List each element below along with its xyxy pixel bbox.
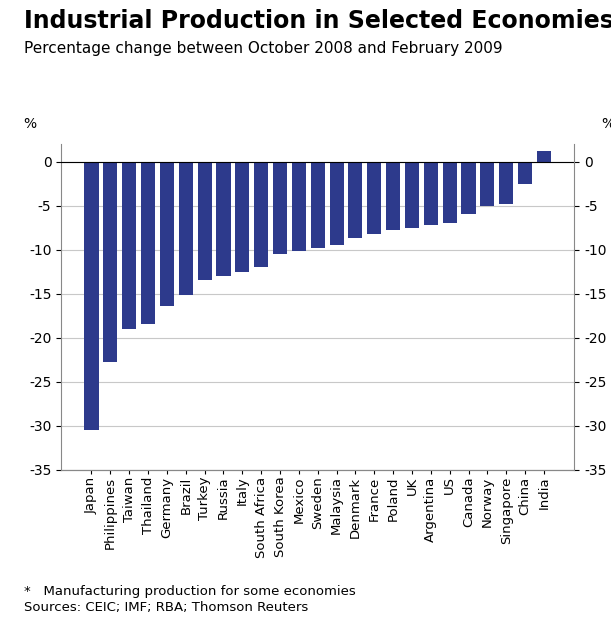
Bar (518, 162, 532, 183)
Text: *   Manufacturing production for some economies: * Manufacturing production for some econ… (24, 585, 356, 598)
Bar (197, 162, 211, 280)
Bar (254, 162, 268, 267)
Text: Industrial Production in Selected Economies*: Industrial Production in Selected Econom… (24, 9, 611, 33)
Bar (329, 162, 343, 245)
Text: Percentage change between October 2008 and February 2009: Percentage change between October 2008 a… (24, 41, 503, 56)
Bar (348, 162, 362, 238)
Bar (367, 162, 381, 233)
Bar (122, 162, 136, 329)
Bar (160, 162, 174, 306)
Text: Sources: CEIC; IMF; RBA; Thomson Reuters: Sources: CEIC; IMF; RBA; Thomson Reuters (24, 601, 309, 614)
Bar (424, 162, 438, 225)
Bar (442, 162, 457, 223)
Bar (273, 162, 287, 254)
Bar (386, 162, 400, 230)
Bar (292, 162, 306, 251)
Bar (216, 162, 230, 276)
Bar (141, 162, 155, 324)
Bar (405, 162, 419, 228)
Text: %: % (24, 117, 37, 131)
Bar (537, 151, 551, 162)
Bar (480, 162, 494, 205)
Bar (310, 162, 325, 248)
Bar (178, 162, 193, 295)
Bar (84, 162, 98, 430)
Bar (461, 162, 475, 214)
Bar (499, 162, 513, 204)
Bar (103, 162, 117, 362)
Text: %: % (601, 117, 611, 131)
Bar (235, 162, 249, 272)
